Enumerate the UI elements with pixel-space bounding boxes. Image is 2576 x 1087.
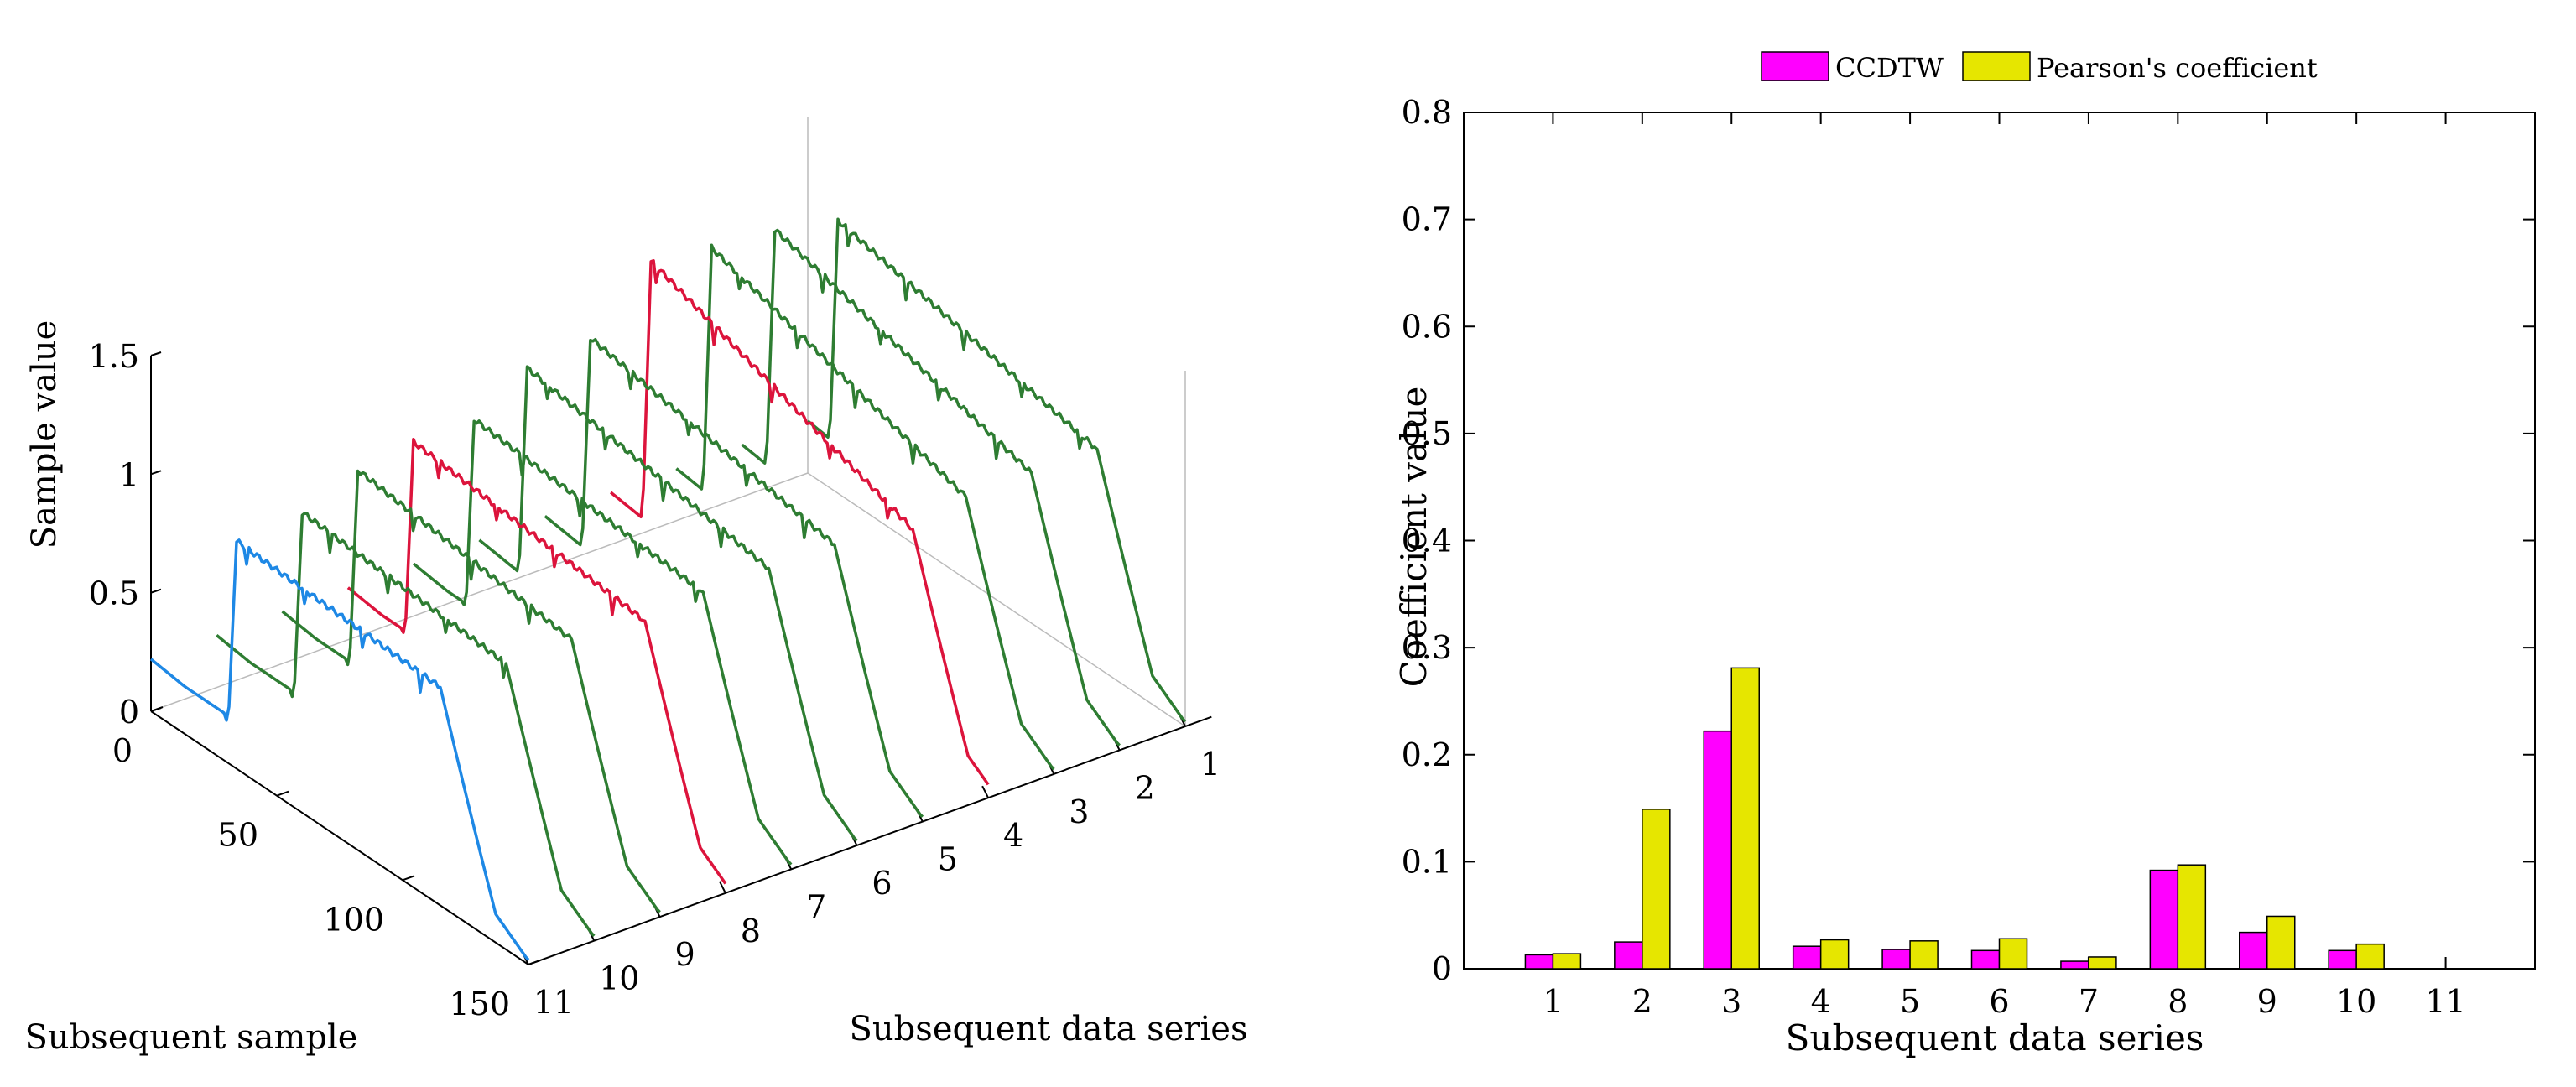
x-tick-label: 8 <box>2167 983 2188 1020</box>
x-tick-label: 2 <box>1632 983 1652 1020</box>
x-tick <box>402 875 415 882</box>
ccdtw-bar <box>1703 730 1732 970</box>
y-tick-label: 0.7 <box>1402 201 1452 238</box>
bar-chart: 0 0.1 0.2 0.3 0.4 0.5 0.6 0.7 0.8 1 2 3 4 5 6 7 8 9 10 11 Co… <box>1393 51 2536 1058</box>
legend-swatch-ccdtw <box>1761 51 1829 81</box>
z-tick-label: 0.5 <box>89 575 139 612</box>
ccdtw-bar <box>2060 960 2089 970</box>
plot-frame <box>1463 112 2536 970</box>
ccdtw-bar <box>1614 941 1643 970</box>
y-tick-label: 11 <box>533 984 574 1021</box>
y-tick-label: 0.4 <box>1402 523 1452 559</box>
y-tick-label: 0.1 <box>1402 843 1452 880</box>
ccdtw-bar <box>2149 869 2179 970</box>
y-tick-label: 0.6 <box>1402 308 1452 345</box>
y-tick-label: 0 <box>1432 950 1452 987</box>
y-tick-label: 2 <box>1135 769 1155 806</box>
x-tick-label: 5 <box>1900 983 1920 1020</box>
z-tick-label: 1.5 <box>89 338 139 375</box>
y-tick-label: 8 <box>741 913 761 949</box>
y-axis-label: Subsequent data series <box>850 1010 1248 1048</box>
y-tick-label: 4 <box>1003 817 1023 854</box>
pearson-bar <box>2088 956 2117 970</box>
ccdtw-bar <box>1524 954 1554 970</box>
ccdtw-bar <box>2239 931 2268 970</box>
series-line-6 <box>478 365 858 842</box>
pearson-bar <box>1998 938 2028 970</box>
series-line-5 <box>544 337 924 819</box>
legend-label-ccdtw: CCDTW <box>1835 52 1944 84</box>
ccdtw-bar <box>1881 949 1911 970</box>
y-axis-label: Coefficient value <box>1393 387 1434 688</box>
pearson-bar <box>1909 940 1939 970</box>
series-line-11 <box>149 538 530 961</box>
y-tick <box>719 881 726 894</box>
z-tick <box>150 470 162 476</box>
z-tick <box>150 588 162 594</box>
x-axis-line <box>150 710 529 965</box>
series-line-3 <box>675 243 1055 771</box>
x-tick <box>150 706 164 712</box>
x-tick-label: 7 <box>2079 983 2099 1020</box>
x-tick-label: 10 <box>2336 983 2376 1020</box>
pearson-bar <box>1642 809 1671 970</box>
y-tick-label: 3 <box>1069 793 1089 830</box>
y-tick-label: 1 <box>1200 746 1220 783</box>
series-line-1 <box>806 217 1187 723</box>
y-tick-label: 7 <box>806 888 826 925</box>
y-axis-line <box>528 715 1212 965</box>
x-tick-label: 100 <box>323 901 384 938</box>
x-axis-label: Subsequent data series <box>1786 1017 2204 1058</box>
x-tick-label: 150 <box>449 986 510 1022</box>
legend-swatch-pearson <box>1962 51 2031 81</box>
x-tick-label: 1 <box>1543 983 1563 1020</box>
y-tick-label: 5 <box>938 841 958 878</box>
pearson-bar <box>1819 939 1850 970</box>
x-axis-label: Subsequent sample <box>25 1018 358 1057</box>
waterfall-3d-chart: 0 0.5 1 1.5 0 50 100 150 1 2 3 4 5 6 7 8 9 10 11 Sample val… <box>25 117 1248 1057</box>
back-floor-edge <box>807 472 1186 727</box>
ccdtw-bar <box>1792 945 1822 970</box>
x-tick-label: 50 <box>218 817 258 854</box>
pearson-bar <box>2177 864 2207 970</box>
y-tick-label: 10 <box>599 960 639 997</box>
pearson-bar <box>1552 953 1582 970</box>
x-tick-label: 9 <box>2257 983 2277 1020</box>
legend-label-pearson: Pearson's coefficient <box>2037 52 2318 84</box>
z-tick-label: 0 <box>119 694 139 731</box>
pearson-bar <box>1730 667 1760 970</box>
series-line-2 <box>741 228 1121 746</box>
z-tick-label: 1 <box>119 456 139 493</box>
y-tick-label: 0.3 <box>1402 629 1452 666</box>
series-line-10 <box>216 512 596 938</box>
y-tick-label: 9 <box>675 936 695 973</box>
z-tick <box>150 351 162 356</box>
x-tick-label: 11 <box>2425 983 2465 1020</box>
y-tick-label: 0.5 <box>1402 415 1452 452</box>
series-line-7 <box>413 419 793 866</box>
x-tick-label: 0 <box>112 732 133 769</box>
x-tick-label: 6 <box>1989 983 2009 1020</box>
pearson-bar <box>2355 943 2385 970</box>
series-line-4 <box>609 259 990 786</box>
x-tick <box>276 790 289 797</box>
ccdtw-bar <box>1970 949 2001 970</box>
series-line-8 <box>346 437 727 885</box>
x-tick-label: 4 <box>1811 983 1831 1020</box>
z-axis-label: Sample value <box>25 320 64 549</box>
y-tick-label: 6 <box>872 865 892 902</box>
series-line-9 <box>281 469 661 913</box>
ccdtw-bar <box>2328 949 2357 970</box>
y-tick <box>981 785 989 798</box>
legend: CCDTW Pearson's coefficient <box>1761 51 2318 84</box>
x-tick-label: 3 <box>1721 983 1741 1020</box>
floor-edge <box>150 472 809 712</box>
y-tick-label: 0.8 <box>1402 94 1452 131</box>
y-tick-label: 0.2 <box>1402 736 1452 773</box>
pearson-bar <box>2266 915 2296 970</box>
